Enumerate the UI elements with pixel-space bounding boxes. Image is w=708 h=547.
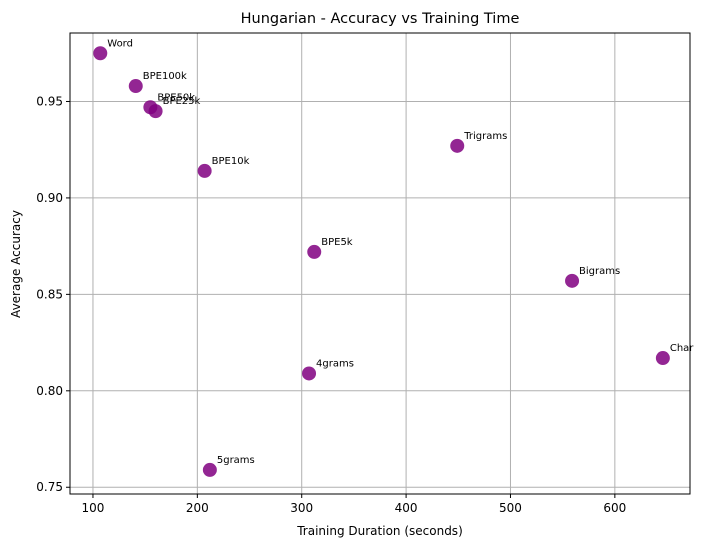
data-point [565,273,580,288]
point-label: Char [670,343,694,354]
x-tick-label: 300 [290,501,313,515]
y-axis-title: Average Accuracy [9,210,23,318]
point-label: Trigrams [463,131,507,142]
plot-frame [69,32,691,495]
data-point [450,138,465,153]
x-axis-title: Training Duration (seconds) [296,524,463,538]
grid-lines [70,33,690,494]
point-label: Bigrams [579,266,620,277]
data-point [148,104,163,119]
y-tick-label: 0.75 [36,480,63,494]
point-label: BPE100k [143,71,187,82]
x-tick-label: 100 [82,501,105,515]
data-points [93,46,670,477]
data-point [128,79,143,94]
point-label: 4grams [316,358,354,369]
y-tick-label: 0.90 [36,191,63,205]
point-label: BPE50k [157,92,195,103]
x-tick-label: 400 [395,501,418,515]
data-point [307,244,322,259]
data-point [93,46,108,61]
data-point [655,351,670,366]
y-tick-label: 0.95 [36,94,63,108]
x-tick-label: 200 [186,501,209,515]
axis-ticks: 100 200 300 400 500 600 0.75 0.80 0.85 0.90 0.95 [36,94,626,515]
data-point [197,163,212,178]
point-label: BPE5k [321,237,353,248]
y-tick-label: 0.80 [36,384,63,398]
point-label: BPE10k [212,156,250,167]
point-label: BPE25k [163,96,201,107]
point-label: Word [107,38,133,49]
x-tick-label: 600 [603,501,626,515]
chart-title: Hungarian - Accuracy vs Training Time [241,11,520,27]
data-point [202,462,217,477]
y-tick-label: 0.85 [36,287,63,301]
data-point [302,366,317,381]
point-label: 5grams [217,455,255,466]
x-tick-label: 500 [499,501,522,515]
